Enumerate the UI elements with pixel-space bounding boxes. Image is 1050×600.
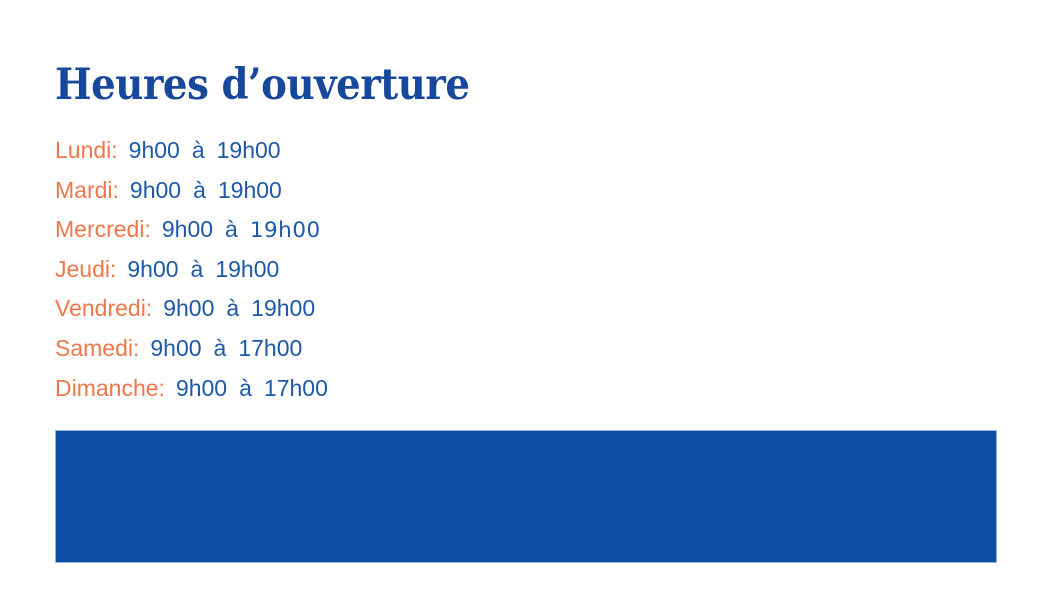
opening-time: 9h00 bbox=[129, 176, 182, 203]
closing-time: 19h00 bbox=[217, 176, 282, 203]
day-label: Samedi: bbox=[55, 334, 140, 361]
closing-time: 19h00 bbox=[216, 137, 281, 163]
opening-hours-list: Lundi: 9h00 à 19h00 Mardi: 9h00 à 19h00 Mercre… bbox=[55, 131, 328, 408]
page-title: Heures d’ouverture bbox=[55, 60, 470, 110]
opening-time: 9h00 bbox=[150, 334, 202, 361]
closing-time: 17h00 bbox=[263, 374, 328, 401]
opening-time: 9h00 bbox=[175, 374, 228, 401]
closing-time: 19h00 bbox=[251, 295, 316, 322]
time-conjunction: à bbox=[191, 137, 205, 163]
day-label: Mardi: bbox=[55, 176, 119, 203]
day-label: Lundi: bbox=[55, 137, 118, 163]
decorative-banner bbox=[55, 430, 997, 563]
opening-time: 9h00 bbox=[127, 255, 179, 282]
day-label: Mercredi: bbox=[55, 216, 151, 243]
day-label: Dimanche: bbox=[55, 374, 165, 401]
time-conjunction: à bbox=[226, 295, 240, 322]
opening-time: 9h00 bbox=[163, 295, 215, 322]
time-conjunction: à bbox=[193, 176, 206, 203]
closing-time: 17h00 bbox=[238, 334, 303, 361]
opening-hours-row: Mardi: 9h00 à 19h00 bbox=[55, 171, 328, 211]
time-conjunction: à bbox=[213, 334, 227, 361]
time-conjunction: à bbox=[190, 255, 204, 282]
opening-hours-row: Dimanche: 9h00 à 17h00 bbox=[55, 369, 328, 409]
opening-time: 9h00 bbox=[128, 137, 180, 163]
opening-hours-row: Vendredi: 9h00 à 19h00 bbox=[55, 289, 328, 329]
opening-hours-row: Mercredi: 9h00 à 19h00 bbox=[55, 210, 328, 250]
day-label: Vendredi: bbox=[55, 295, 153, 322]
opening-hours-row: Jeudi: 9h00 à 19h00 bbox=[55, 250, 328, 290]
time-conjunction: à bbox=[239, 374, 252, 401]
time-conjunction: à bbox=[225, 216, 238, 243]
opening-time: 9h00 bbox=[161, 216, 214, 243]
closing-time: 19h00 bbox=[249, 218, 321, 244]
closing-time: 19h00 bbox=[215, 255, 280, 282]
day-label: Jeudi: bbox=[55, 255, 117, 282]
opening-hours-row: Lundi: 9h00 à 19h00 bbox=[55, 131, 328, 171]
opening-hours-row: Samedi: 9h00 à 17h00 bbox=[55, 329, 328, 369]
